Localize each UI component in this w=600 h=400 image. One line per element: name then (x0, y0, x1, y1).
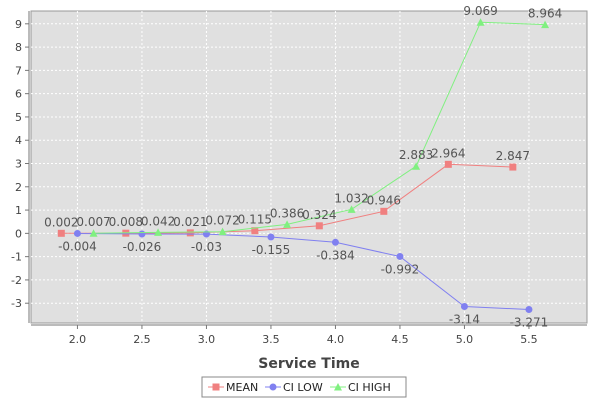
legend-item-ci-low: CI LOW (265, 381, 323, 394)
y-tick-label: -2 (11, 274, 22, 287)
legend-marker-square (212, 383, 220, 391)
legend-item-ci-high: CI HIGH (330, 381, 391, 394)
grid (31, 11, 587, 323)
legend: MEAN CI LOW CI HIGH (201, 376, 407, 398)
data-label: 9.069 (463, 4, 497, 18)
x-tick-label: 2.5 (133, 333, 151, 346)
data-point-circle (138, 230, 146, 238)
x-tick-label: 3.5 (262, 333, 280, 346)
y-tick-label: 5 (15, 111, 22, 124)
data-label: -0.004 (58, 239, 97, 253)
data-point-square (315, 222, 323, 230)
data-label: 0.021 (173, 215, 207, 229)
data-label: -0.155 (252, 243, 291, 257)
y-tick-label: 4 (15, 134, 22, 147)
x-tick-labels: 2.0 2.5 3.0 3.5 4.0 4.5 5.0 5.5 (69, 333, 538, 346)
data-point-triangle (476, 18, 485, 26)
data-label: 0.386 (270, 206, 304, 220)
plot-area (30, 10, 588, 324)
x-tick-label: 5.5 (520, 333, 538, 346)
data-point-triangle (412, 162, 421, 170)
legend-marker-circle (269, 383, 277, 391)
y-tick-labels: -3 -2 -1 0 1 2 3 4 5 6 7 8 9 (11, 18, 22, 310)
data-point-square (186, 229, 194, 237)
data-label: 2.883 (399, 148, 433, 162)
data-label: -0.026 (123, 240, 162, 254)
data-label: 1.032 (334, 191, 368, 205)
legend-label-ci-high: CI HIGH (348, 381, 391, 394)
data-label: -3.14 (449, 312, 480, 326)
data-label: 0.002 (44, 215, 78, 229)
data-label: 8.964 (528, 7, 562, 21)
axes (25, 11, 587, 329)
data-label: 0.072 (205, 214, 239, 228)
data-point-circle (331, 238, 339, 246)
data-point-triangle (283, 220, 292, 228)
data-label: 0.946 (367, 193, 401, 207)
y-tick-label: 9 (15, 18, 22, 31)
data-labels: 0.002 0.008 0.021 0.115 0.324 0.946 2.964 2.847… (44, 4, 562, 329)
data-label: -0.992 (381, 262, 420, 276)
x-tick-label: 4.0 (327, 333, 345, 346)
data-point-circle (525, 306, 533, 314)
legend-box (201, 376, 407, 398)
x-tick-label: 3.0 (198, 333, 216, 346)
y-tick-label: 8 (15, 41, 22, 54)
data-label: -3.271 (510, 316, 549, 330)
series-line-ci-high (93, 21, 546, 234)
series-line-ci-low (77, 233, 529, 310)
y-tick-label: 6 (15, 88, 22, 101)
data-label: 0.042 (141, 214, 175, 228)
data-label: 0.115 (238, 213, 272, 227)
data-point-triangle (218, 227, 227, 236)
data-point-circle (396, 252, 404, 260)
legend-item-mean: MEAN (208, 381, 258, 394)
y-tick-label: -1 (11, 251, 22, 264)
x-tick-label: 2.0 (69, 333, 87, 346)
data-point-triangle (347, 205, 356, 213)
data-point-circle (460, 302, 468, 310)
y-tick-label: 0 (15, 227, 22, 240)
x-tick-label: 4.5 (391, 333, 409, 346)
data-point-triangle (541, 20, 550, 29)
x-axis-title: Service Time (258, 356, 360, 372)
data-point-square (57, 229, 65, 237)
series-ci-low (73, 229, 533, 314)
y-tick-label: 2 (15, 181, 22, 194)
data-label: 2.847 (496, 149, 530, 163)
data-point-circle (73, 229, 81, 237)
y-tick-label: 7 (15, 64, 22, 77)
legend-label-ci-low: CI LOW (283, 381, 323, 394)
data-point-square (380, 207, 388, 215)
data-label: -0.384 (316, 248, 355, 262)
legend-marker-triangle (334, 383, 342, 391)
data-label: -0.03 (191, 240, 222, 254)
data-point-triangle (89, 229, 98, 237)
data-label: 0.008 (109, 215, 143, 229)
legend-label-mean: MEAN (226, 381, 258, 394)
data-point-square (251, 227, 259, 235)
data-point-square (444, 160, 452, 168)
data-label: 0.324 (302, 208, 336, 222)
data-point-square (509, 163, 517, 171)
y-tick-label: 1 (15, 204, 22, 217)
y-tick-label: -3 (11, 297, 22, 310)
data-label: 0.007 (76, 215, 110, 229)
data-point-circle (267, 233, 275, 241)
data-label: 2.964 (431, 146, 465, 160)
y-tick-label: 3 (15, 158, 22, 171)
x-tick-label: 5.0 (456, 333, 474, 346)
series-ci-high (89, 18, 550, 237)
data-point-triangle (154, 228, 163, 236)
series (57, 18, 550, 314)
